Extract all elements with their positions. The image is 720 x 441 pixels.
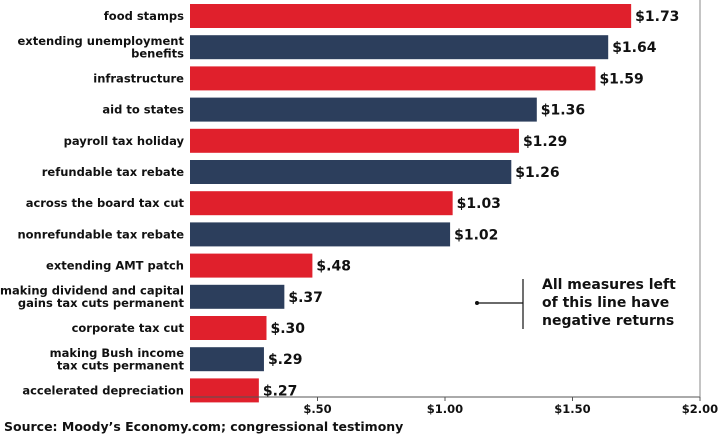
category-label: gains tax cuts permanent <box>18 296 185 310</box>
bar <box>190 378 259 403</box>
value-label: $1.64 <box>612 40 657 56</box>
x-tick-label: $2.00 <box>682 402 718 416</box>
note-line-1: All measures left <box>542 277 676 293</box>
x-tick-label: $1.00 <box>427 402 463 416</box>
bar <box>190 160 512 184</box>
bar <box>190 97 537 122</box>
source-note: Source: Moody’s Economy.com; congression… <box>4 419 404 434</box>
category-label: making Bush income <box>50 346 185 360</box>
bar <box>190 347 264 372</box>
negative-returns-note: All measures left of this line have nega… <box>475 277 676 329</box>
x-tick-label: $.50 <box>303 402 331 416</box>
x-tick-label: $1.50 <box>554 402 590 416</box>
value-label: $1.36 <box>541 103 585 119</box>
value-label: $.29 <box>268 352 303 368</box>
bar <box>190 66 596 91</box>
bar <box>190 284 285 309</box>
bar <box>190 35 609 60</box>
note-line-2: of this line have <box>542 295 669 311</box>
category-label: benefits <box>131 46 184 60</box>
bar-chart: $1.73 food stamps $1.64 extending unemploym… <box>0 0 718 416</box>
category-label: tax cuts permanent <box>57 358 185 372</box>
category-label: food stamps <box>104 9 184 23</box>
category-label: extending AMT patch <box>46 259 184 273</box>
category-label: payroll tax holiday <box>64 134 185 148</box>
value-label: $.27 <box>263 383 298 399</box>
bar <box>190 191 453 216</box>
value-label: $1.59 <box>599 71 643 87</box>
value-label: $1.29 <box>523 134 567 150</box>
value-label: $.48 <box>316 259 351 275</box>
value-label: $1.26 <box>515 165 559 181</box>
bar <box>190 4 632 28</box>
category-label: making dividend and capital <box>0 284 184 298</box>
category-label: across the board tax cut <box>26 196 185 210</box>
value-label: $1.03 <box>457 196 501 212</box>
category-label: extending unemployment <box>18 34 185 48</box>
bar <box>190 128 519 153</box>
value-label: $.37 <box>288 290 323 306</box>
category-label: nonrefundable tax rebate <box>17 227 184 241</box>
category-label: refundable tax rebate <box>42 165 184 179</box>
value-label: $1.02 <box>454 227 498 243</box>
bar <box>190 253 313 278</box>
category-label: corporate tax cut <box>72 321 185 335</box>
bar <box>190 222 451 247</box>
category-label: aid to states <box>102 103 184 117</box>
category-label: infrastructure <box>93 71 184 85</box>
value-label: $1.73 <box>635 9 679 25</box>
value-label: $.30 <box>271 321 306 337</box>
category-label: accelerated depreciation <box>22 383 184 397</box>
bar <box>190 316 267 340</box>
note-line-3: negative returns <box>542 313 674 329</box>
